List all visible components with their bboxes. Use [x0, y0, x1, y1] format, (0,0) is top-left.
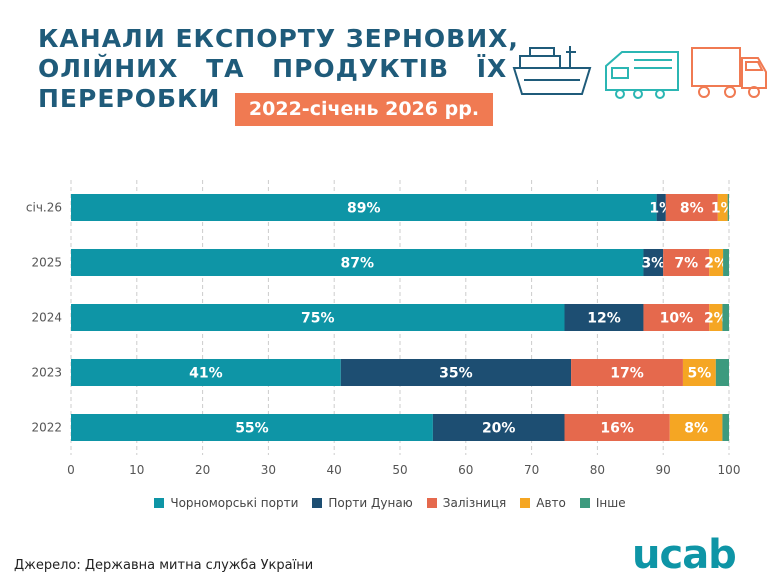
x-tick-label: 60 [458, 463, 473, 477]
y-tick-label: 2025 [31, 256, 62, 270]
y-tick-label: 2023 [31, 366, 62, 380]
bar-segment [723, 249, 729, 276]
data-label: 35% [439, 366, 473, 382]
bar-segment [564, 414, 670, 441]
data-label: 12% [587, 311, 621, 327]
bar-segment [432, 414, 565, 441]
legend-item: Чорноморські порти [154, 496, 298, 510]
bar-segment [71, 249, 644, 276]
title-line-3: ПЕРЕРОБКИ [38, 84, 221, 113]
data-label: 5% [687, 366, 711, 382]
source-note: Джерело: Державна митна служба України [14, 558, 314, 573]
x-tick-label: 0 [67, 463, 75, 477]
bar-segment [715, 359, 729, 386]
period-badge: 2022-січень 2026 рр. [235, 93, 493, 126]
legend-label: Порти Дунаю [328, 496, 413, 510]
bar-segment [669, 414, 723, 441]
data-label: 2% [704, 256, 728, 272]
chart-title: КАНАЛИ ЕКСПОРТУ ЗЕРНОВИХ, ОЛІЙНИХ ТА ПРО… [38, 24, 519, 114]
bar-segment [722, 414, 729, 441]
bar-segment [709, 304, 723, 331]
data-label: 2% [704, 311, 728, 327]
ship-icon [512, 46, 592, 95]
transport-icons [512, 46, 767, 99]
title-line-2: ОЛІЙНИХ ТА ПРОДУКТІВ ЇХ [38, 54, 508, 83]
legend-label: Інше [595, 496, 626, 510]
legend-swatch [426, 498, 437, 508]
x-tick-label: 40 [327, 463, 342, 477]
data-label: 17% [610, 366, 644, 382]
bar-segment [340, 359, 572, 386]
legend: Чорноморські порти Порти Дунаю Залізниця Ав… [0, 496, 780, 510]
data-label: 87% [340, 256, 374, 272]
bar-segment [71, 194, 657, 221]
bar-segment [717, 194, 728, 221]
data-label: 1% [711, 201, 735, 217]
legend-label: Авто [536, 496, 566, 510]
data-label: 75% [301, 311, 335, 327]
legend-swatch [312, 498, 323, 508]
legend-item: Порти Дунаю [312, 496, 413, 510]
data-label: 8% [684, 421, 708, 437]
truck-icon [691, 47, 767, 98]
x-tick-label: 30 [261, 463, 276, 477]
bar-segment [643, 304, 710, 331]
train-icon [605, 51, 679, 99]
data-label: 55% [235, 421, 269, 437]
y-tick-label: січ.26 [26, 201, 62, 215]
x-tick-label: 90 [656, 463, 671, 477]
legend-swatch [154, 498, 165, 508]
x-tick-label: 80 [590, 463, 605, 477]
title-line-1: КАНАЛИ ЕКСПОРТУ ЗЕРНОВИХ, [38, 24, 519, 53]
bar-segment [571, 359, 683, 386]
legend-label: Залізниця [442, 496, 507, 510]
data-label: 41% [189, 366, 223, 382]
y-tick-label: 2022 [31, 421, 62, 435]
legend-swatch [520, 498, 531, 508]
bar-segment [665, 194, 718, 221]
legend-label: Чорноморські порти [170, 496, 299, 510]
x-tick-label: 70 [524, 463, 539, 477]
bar-segment [564, 304, 644, 331]
bar-segment [709, 249, 724, 276]
x-tick-label: 100 [718, 463, 741, 477]
data-label: 3% [641, 256, 665, 272]
data-label: 89% [347, 201, 381, 217]
bar-segment [682, 359, 716, 386]
bar-segment [643, 249, 664, 276]
x-tick-label: 10 [129, 463, 144, 477]
data-label: 8% [680, 201, 704, 217]
data-label: 20% [482, 421, 516, 437]
x-tick-label: 20 [195, 463, 210, 477]
y-tick-label: 2024 [31, 311, 62, 325]
legend-swatch [579, 498, 590, 508]
bar-segment [656, 194, 666, 221]
bar-segment [71, 304, 565, 331]
data-label: 10% [660, 311, 694, 327]
data-label: 7% [674, 256, 698, 272]
legend-item: Залізниця [426, 496, 507, 510]
ucab-logo: ucab [632, 532, 737, 578]
data-label: 16% [600, 421, 634, 437]
legend-item: Авто [520, 496, 566, 510]
bar-segment [722, 304, 729, 331]
x-tick-label: 50 [392, 463, 407, 477]
bar-segment [663, 249, 710, 276]
legend-item: Інше [579, 496, 626, 510]
bar-segment [71, 414, 433, 441]
bar-segment [71, 359, 341, 386]
bar-segment [727, 194, 729, 221]
